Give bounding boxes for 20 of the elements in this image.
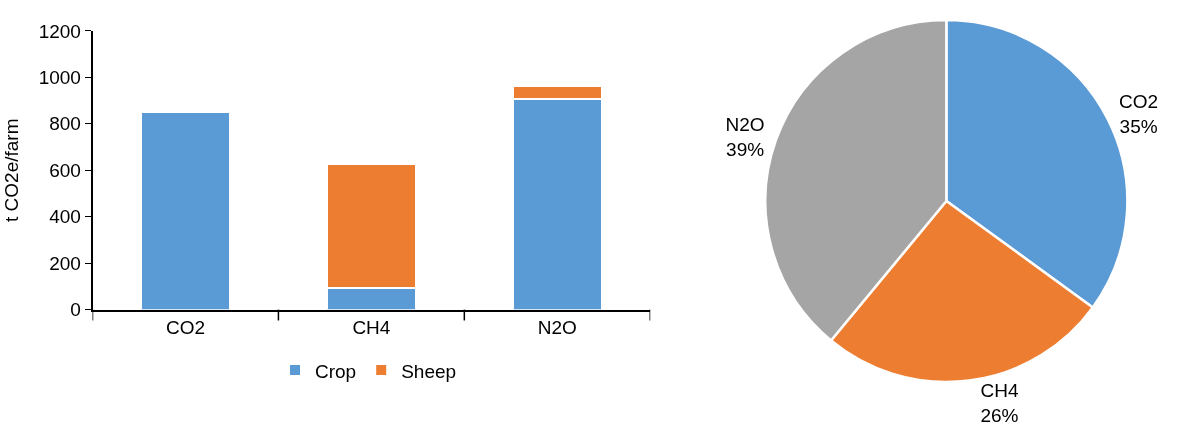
bar — [139, 111, 232, 310]
y-tick-label: 800 — [49, 113, 81, 135]
y-tick-label: 0 — [70, 299, 81, 321]
y-tick-label: 1200 — [38, 20, 81, 42]
legend-label: Crop — [315, 360, 357, 382]
slice-label: N2O — [725, 114, 765, 136]
slice-label: CO2 — [1119, 91, 1159, 113]
data-label: 26% — [980, 404, 1019, 426]
legend-label: Sheep — [401, 360, 457, 382]
data-label: 35% — [1119, 115, 1158, 137]
data-label: 39% — [726, 138, 765, 160]
slice-label: CH4 — [980, 380, 1019, 402]
y-tick-label: 400 — [49, 206, 81, 228]
y-tick-label: 200 — [49, 252, 81, 274]
x-tick-label: N2O — [537, 317, 577, 339]
y-tick-label: 600 — [49, 159, 81, 181]
x-tick-label: CH4 — [352, 317, 391, 339]
x-tick-label: CO2 — [165, 317, 205, 339]
y-tick-label: 1000 — [38, 66, 81, 88]
y-axis-title: t CO2e/farm — [1, 118, 23, 222]
